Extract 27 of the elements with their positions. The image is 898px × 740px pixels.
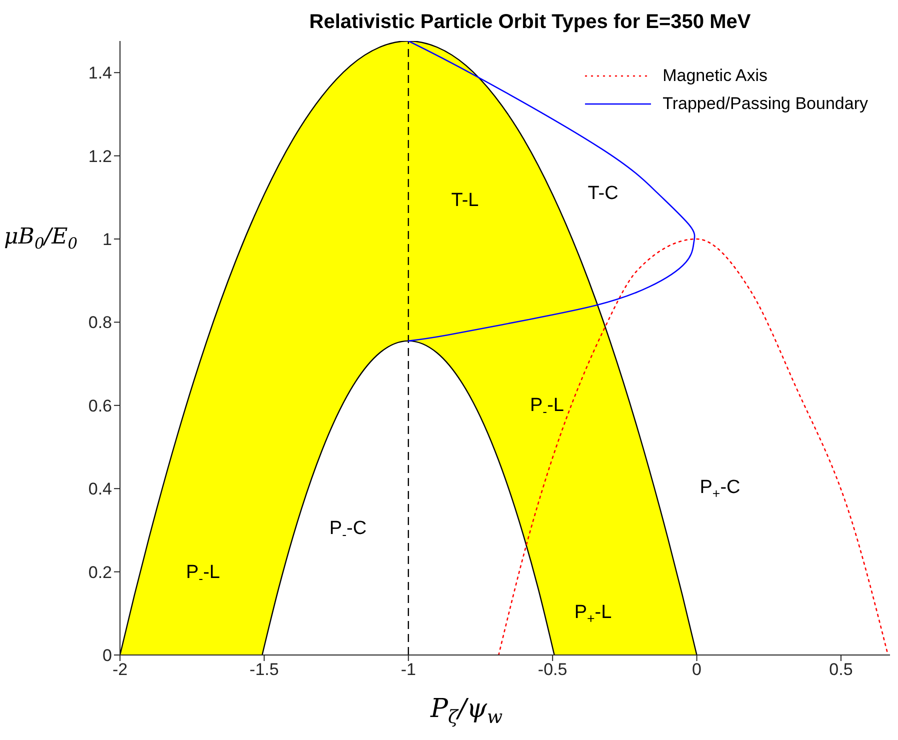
- y-tick-label: 0.4: [88, 480, 112, 499]
- y-axis-title: μB$_{0}$/E$_{0}$: [4, 224, 78, 253]
- x-tick-label: -2: [112, 660, 128, 680]
- y-tick-label: 1.2: [88, 146, 112, 166]
- annotation: P$_{+}$-L: [574, 602, 612, 626]
- y-tick-label: 0.8: [88, 313, 112, 332]
- y-tick-label: 0: [102, 646, 112, 666]
- line-series: [498, 238, 889, 655]
- x-tick-label: 0.5: [829, 660, 853, 680]
- x-tick-label: 0: [692, 660, 702, 680]
- legend-label: Magnetic Axis: [662, 66, 768, 86]
- chart-title: Relativistic Particle Orbit Types for E=350 MeV: [309, 11, 752, 33]
- x-axis-title: P$_{ζ}$/ψ$_{w}$: [429, 694, 503, 728]
- legend-label: Trapped/Passing Boundary: [662, 94, 868, 114]
- y-tick-label: 0.6: [88, 396, 112, 416]
- x-tick-label: -1: [400, 660, 416, 680]
- annotation: P$_{-}$-C: [329, 518, 367, 542]
- y-tick-label: 1.4: [88, 64, 112, 83]
- annotation: P$_{-}$-L: [186, 562, 220, 586]
- annotation: T-C: [588, 183, 618, 204]
- annotation: P$_{+}$-C: [700, 477, 740, 501]
- y-tick-label: 0.2: [88, 562, 112, 582]
- annotation: P$_{-}$-L: [530, 395, 564, 419]
- annotation: T-L: [451, 190, 479, 211]
- y-tick-label: 1: [102, 230, 112, 250]
- x-tick-label: -0.5: [538, 660, 568, 680]
- x-tick-label: -1.5: [250, 660, 279, 680]
